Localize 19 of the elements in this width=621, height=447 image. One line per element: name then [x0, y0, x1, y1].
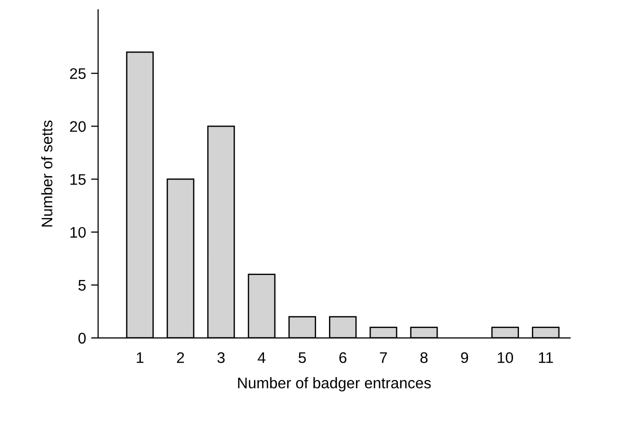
x-tick-label: 7 [380, 352, 387, 363]
y-tick-label: 20 [70, 121, 86, 132]
x-tick-label: 3 [217, 352, 225, 364]
x-tick-label: 10 [498, 352, 514, 364]
x-tick-label: 4 [258, 352, 266, 363]
y-tick-label: 10 [70, 226, 86, 238]
x-tick-label: 8 [420, 352, 428, 364]
y-axis-title: Number of setts [41, 120, 52, 227]
x-tick-label: 5 [298, 352, 306, 364]
x-tick-label: 1 [136, 352, 144, 363]
x-axis-title: Number of badger entrances [238, 377, 431, 392]
x-tick-label: 6 [339, 352, 346, 364]
x-tick-label: 9 [461, 352, 468, 364]
x-tick-label: 11 [538, 352, 553, 363]
y-tick-label: 25 [70, 68, 86, 80]
y-tick-label: 5 [78, 280, 86, 291]
y-tick-label: 0 [78, 332, 86, 344]
x-tick-label: 2 [177, 352, 184, 363]
y-tick-label: 15 [70, 174, 86, 185]
